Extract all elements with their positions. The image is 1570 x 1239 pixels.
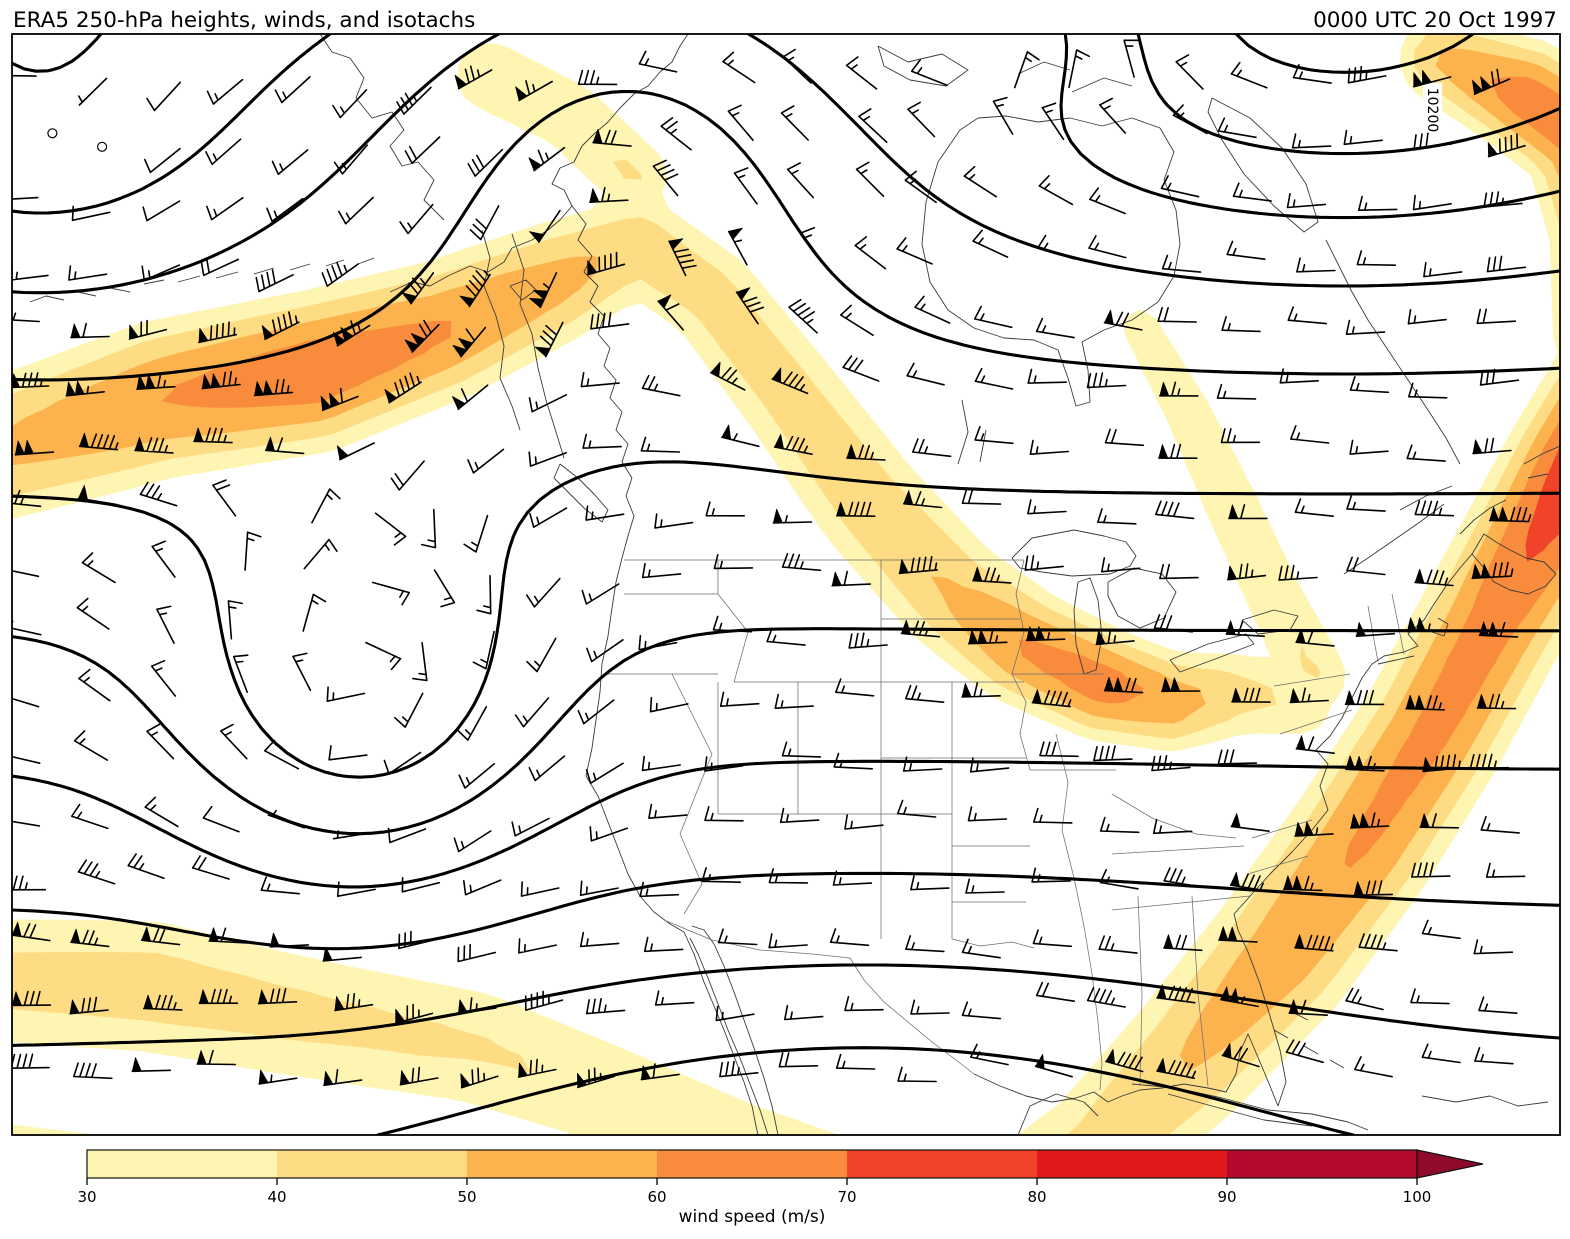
colorbar-tick-label: 30	[77, 1188, 96, 1206]
colorbar-segment	[87, 1150, 278, 1178]
contour-label-mask	[1423, 83, 1442, 137]
colorbar-outline	[86, 1149, 1418, 1179]
wind-barb-staffs	[12, 39, 1532, 1089]
height-contour-layer	[12, 34, 1560, 1135]
wind-barb-pennants	[12, 70, 1509, 1089]
colorbar-segment	[1037, 1150, 1228, 1178]
isotach-band-ge-70	[1525, 446, 1560, 562]
colorbar-over-arrow	[1416, 1149, 1484, 1179]
height-contours	[12, 34, 1560, 1135]
colorbar: 30 40 50 60 70 80 90 100	[77, 1149, 1484, 1206]
valid-time-label: 0000 UTC 20 Oct 1997	[1313, 8, 1557, 33]
colorbar-tick-label: 90	[1217, 1188, 1236, 1206]
colorbar-segment	[277, 1150, 468, 1178]
map-frame	[11, 33, 1561, 1136]
state-borders	[608, 559, 1405, 1091]
isotach-band-ge-50	[12, 48, 1560, 1071]
height-contour-label: 10200	[1424, 88, 1440, 133]
colorbar-tick-label: 80	[1027, 1188, 1046, 1206]
colorbar-tick-label: 40	[267, 1188, 286, 1206]
isotach-fill-layer	[12, 34, 1560, 1135]
state-border-layer	[608, 559, 1405, 1091]
colorbar-segment	[467, 1150, 658, 1178]
height-contour-label-group: 10200	[1423, 83, 1442, 137]
colorbar-segment	[657, 1150, 848, 1178]
colorbar-tick-label: 100	[1403, 1188, 1432, 1206]
colorbar-tick-label: 50	[457, 1188, 476, 1206]
wind-barb-layer	[12, 39, 1532, 1089]
page-title: ERA5 250-hPa heights, winds, and isotach…	[13, 8, 475, 33]
calm-wind-circle	[47, 128, 108, 152]
colorbar-segment	[847, 1150, 1038, 1178]
map-panel: 10200	[11, 33, 1561, 1136]
colorbar-tick-label: 70	[837, 1188, 856, 1206]
colorbar-segment	[1227, 1150, 1418, 1178]
colorbar-tick-label: 60	[647, 1188, 666, 1206]
colorbar-title: wind speed (m/s)	[679, 1207, 826, 1227]
